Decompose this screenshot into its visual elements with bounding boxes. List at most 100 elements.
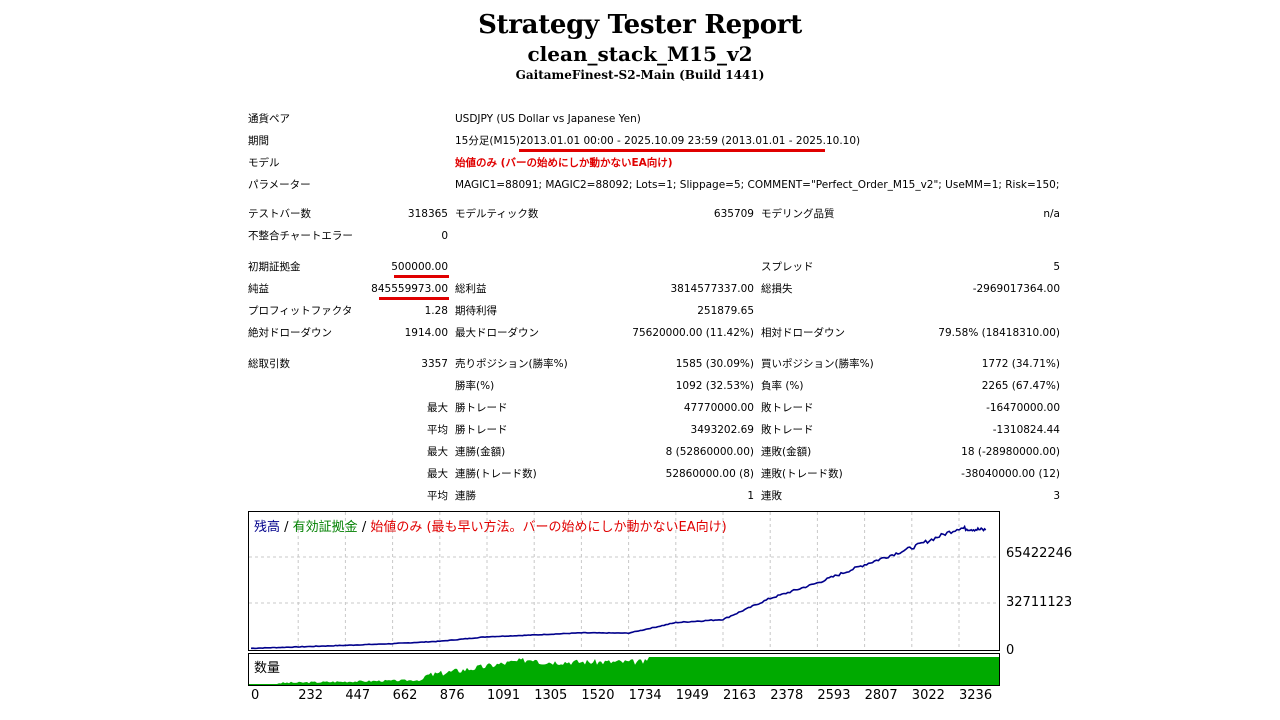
x-axis-label: 1520 (581, 688, 615, 703)
win-rate-value: 1092 (32.53%) (675, 380, 754, 392)
x-axis-label: 876 (439, 688, 465, 703)
cons-loss-amount-value: 18 (-28980000.00) (961, 446, 1060, 458)
x-axis-label: 1305 (534, 688, 568, 703)
max-word: 最大 (427, 446, 448, 458)
avg-loss-label: 敗トレード (761, 424, 814, 436)
period-underline (519, 149, 825, 152)
avg-cons-win-label: 連勝 (455, 490, 476, 502)
gross-profit-value: 3814577337.00 (670, 283, 754, 295)
x-axis-label: 3236 (959, 688, 993, 703)
loss-rate-label: 負率 (%) (761, 380, 804, 392)
max-win-value: 47770000.00 (683, 402, 754, 414)
long-positions-label: 買いポジション(勝率%) (761, 358, 874, 370)
rel-drawdown-value: 79.58% (18418310.00) (938, 327, 1060, 339)
x-axis-label: 1091 (487, 688, 521, 703)
cons-loss-count-value: -38040000.00 (12) (961, 468, 1060, 480)
net-profit-value: 845559973.00 (371, 283, 448, 295)
x-axis-label: 1734 (628, 688, 662, 703)
symbol-label: 通貨ペア (248, 113, 290, 125)
avg-word: 平均 (427, 424, 448, 436)
period-prefix: 15分足(M15) (455, 135, 520, 147)
net-profit-underline (379, 297, 449, 300)
x-axis-label: 447 (345, 688, 371, 703)
ea-name: clean_stack_M15_v2 (527, 42, 753, 66)
x-axis-label: 2593 (817, 688, 851, 703)
profit-factor-value: 1.28 (424, 305, 448, 317)
short-positions-value: 1585 (30.09%) (675, 358, 754, 370)
avg-cons-loss-label: 連敗 (761, 490, 782, 502)
cons-win-count-value: 52860000.00 (8) (665, 468, 754, 480)
total-trades-value: 3357 (421, 358, 448, 370)
report-title: Strategy Tester Report (478, 10, 802, 40)
volume-area (249, 657, 999, 685)
net-profit-label: 純益 (248, 283, 269, 295)
gross-loss-label: 総損失 (761, 283, 793, 295)
legend-separator: / (280, 520, 293, 535)
x-axis-label: 2807 (864, 688, 898, 703)
chart-legend: 残高 / 有効証拠金 / 始値のみ (最も早い方法。バーの始めにしか動かないEA… (254, 516, 727, 535)
avg-win-label: 勝トレード (455, 424, 508, 436)
x-axis-label: 3022 (911, 688, 945, 703)
volume-chart: 数量 (248, 653, 1000, 686)
period-value: 2013.01.01 00:00 - 2025.10.09 23:59 (201… (520, 135, 861, 147)
deposit-value: 500000.00 (391, 261, 448, 273)
avg-cons-loss-value: 3 (1053, 490, 1060, 502)
x-axis-label: 2378 (770, 688, 804, 703)
errors-label: 不整合チャートエラー (248, 230, 353, 242)
deposit-label: 初期証拠金 (248, 261, 301, 273)
quality-label: モデリング品質 (761, 208, 835, 220)
deposit-underline (394, 275, 449, 278)
quality-value: n/a (1043, 208, 1060, 220)
max-drawdown-value: 75620000.00 (11.42%) (632, 327, 754, 339)
bars-value: 318365 (407, 208, 448, 220)
volume-chart-svg (249, 657, 999, 685)
x-axis-label: 232 (298, 688, 324, 703)
avg-win-value: 3493202.69 (690, 424, 754, 436)
x-axis-label: 1949 (675, 688, 709, 703)
max-loss-label: 敗トレード (761, 402, 814, 414)
abs-drawdown-value: 1914.00 (404, 327, 448, 339)
legend-equity: 有効証拠金 (292, 520, 358, 535)
avg-cons-win-value: 1 (747, 490, 754, 502)
expected-payoff-value: 251879.65 (697, 305, 754, 317)
ticks-value: 635709 (713, 208, 754, 220)
abs-drawdown-label: 絶対ドローダウン (248, 327, 332, 339)
cons-win-amount-value: 8 (52860000.00) (665, 446, 754, 458)
errors-value: 0 (441, 230, 448, 242)
params-value: MAGIC1=88091; MAGIC2=88092; Lots=1; Slip… (455, 179, 1060, 191)
spread-value: 5 (1053, 261, 1060, 273)
server-name: GaitameFinest-S2-Main (Build 1441) (515, 68, 765, 82)
balance-line (250, 524, 987, 650)
loss-rate-value: 2265 (67.47%) (981, 380, 1060, 392)
expected-payoff-label: 期待利得 (455, 305, 497, 317)
bars-label: テストバー数 (248, 208, 311, 220)
x-axis-label: 2163 (723, 688, 757, 703)
ticks-label: モデルティック数 (455, 208, 539, 220)
cons-win-count-label: 連勝(トレード数) (455, 468, 537, 480)
total-trades-label: 総取引数 (248, 358, 290, 370)
gross-profit-label: 総利益 (455, 283, 487, 295)
x-axis-label: 662 (392, 688, 418, 703)
avg-loss-value: -1310824.44 (992, 424, 1060, 436)
x-axis-label: 0 (251, 688, 260, 703)
long-positions-value: 1772 (34.71%) (981, 358, 1060, 370)
legend-separator: / (357, 520, 371, 535)
win-rate-label: 勝率(%) (455, 380, 495, 392)
rel-drawdown-label: 相対ドローダウン (761, 327, 845, 339)
cons-loss-amount-label: 連敗(金額) (761, 446, 812, 458)
profit-factor-label: プロフィットファクタ (248, 305, 353, 317)
balance-chart: 残高 / 有効証拠金 / 始値のみ (最も早い方法。バーの始めにしか動かないEA… (248, 511, 1000, 651)
symbol-value: USDJPY (US Dollar vs Japanese Yen) (455, 113, 641, 125)
legend-model: 始値のみ (最も早い方法。バーの始めにしか動かないEA向け) (370, 520, 727, 535)
max-word: 最大 (427, 468, 448, 480)
y-axis-label-top: 65422246 (1006, 546, 1073, 561)
y-axis-label-mid: 32711123 (1006, 595, 1073, 610)
period-label: 期間 (248, 135, 269, 147)
spread-label: スプレッド (761, 261, 814, 273)
params-label: パラメーター (248, 179, 311, 191)
max-loss-value: -16470000.00 (986, 402, 1060, 414)
max-drawdown-label: 最大ドローダウン (455, 327, 539, 339)
avg-word: 平均 (427, 490, 448, 502)
y-axis-label-zero: 0 (1006, 643, 1015, 658)
short-positions-label: 売りポジション(勝率%) (455, 358, 568, 370)
